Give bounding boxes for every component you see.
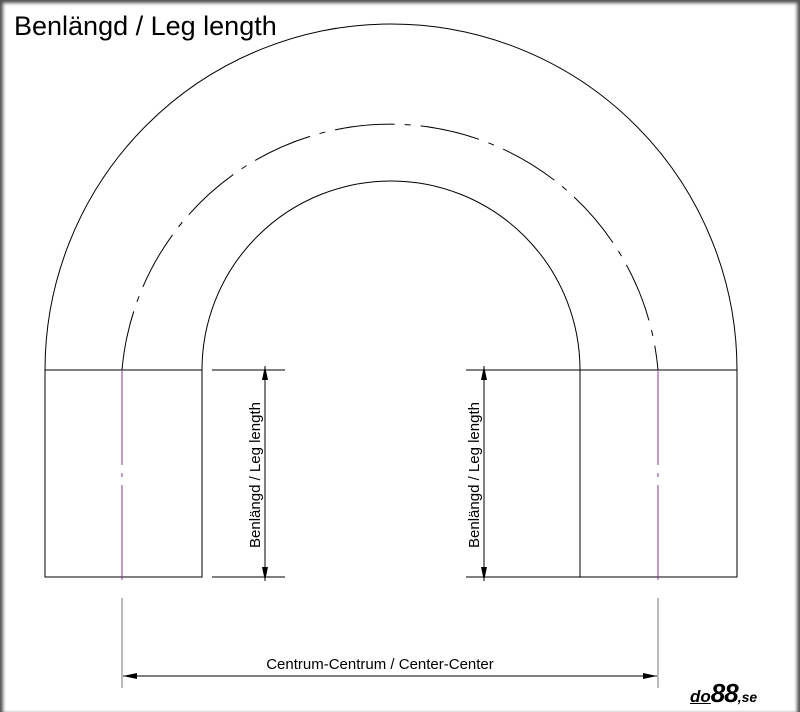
do88-logo: do88,se — [690, 678, 757, 709]
outer-arc — [44, 23, 738, 371]
left-leg — [44, 369, 203, 578]
drawing-title: Benlängd / Leg length — [14, 11, 277, 41]
center-arc — [121, 123, 659, 371]
leg-length-label-left: Benlängd / Leg length — [247, 402, 264, 548]
center-center-label: Centrum-Centrum / Center-Center — [266, 656, 494, 673]
logo-text: ,se — [737, 689, 758, 705]
leg-length-label-right: Benlängd / Leg length — [466, 402, 483, 548]
inner-arc — [201, 180, 581, 371]
logo-text: 88 — [710, 678, 739, 708]
logo-text: do — [690, 687, 711, 706]
